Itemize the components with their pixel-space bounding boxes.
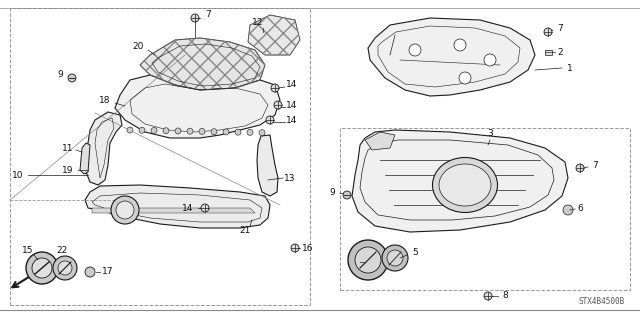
Circle shape — [563, 205, 573, 215]
Circle shape — [266, 116, 274, 124]
Polygon shape — [368, 18, 535, 96]
Text: 7: 7 — [592, 161, 598, 170]
Text: 4: 4 — [350, 259, 356, 268]
Text: 9: 9 — [57, 69, 63, 78]
Circle shape — [247, 129, 253, 135]
Circle shape — [484, 54, 496, 66]
Text: 14: 14 — [286, 100, 298, 109]
Text: 10: 10 — [12, 171, 24, 180]
Circle shape — [223, 129, 229, 135]
Polygon shape — [80, 143, 90, 174]
Circle shape — [271, 84, 279, 92]
Circle shape — [151, 127, 157, 133]
Circle shape — [544, 28, 552, 36]
Polygon shape — [86, 112, 122, 185]
Circle shape — [235, 129, 241, 135]
Text: 11: 11 — [62, 143, 74, 153]
Ellipse shape — [439, 164, 491, 206]
Circle shape — [58, 261, 72, 275]
Polygon shape — [352, 130, 568, 232]
Circle shape — [259, 130, 265, 136]
Circle shape — [111, 196, 139, 224]
Circle shape — [291, 244, 299, 252]
Circle shape — [201, 204, 209, 212]
Circle shape — [211, 129, 217, 135]
Circle shape — [409, 44, 421, 56]
Circle shape — [348, 240, 388, 280]
Text: 17: 17 — [102, 267, 114, 276]
Circle shape — [163, 128, 169, 134]
Text: 7: 7 — [205, 10, 211, 19]
Polygon shape — [85, 185, 270, 228]
Polygon shape — [140, 38, 265, 90]
Text: 7: 7 — [557, 23, 563, 33]
Circle shape — [116, 201, 134, 219]
Text: 1: 1 — [567, 63, 573, 73]
Text: 9: 9 — [329, 188, 335, 196]
Text: 18: 18 — [99, 95, 111, 105]
Text: 22: 22 — [56, 245, 68, 254]
Polygon shape — [365, 132, 395, 150]
Text: 21: 21 — [239, 226, 251, 235]
Polygon shape — [115, 75, 280, 138]
Text: 14: 14 — [286, 79, 298, 89]
Text: STX4B4500B: STX4B4500B — [579, 297, 625, 306]
Circle shape — [175, 128, 181, 134]
Circle shape — [576, 164, 584, 172]
Circle shape — [274, 101, 282, 109]
Text: 20: 20 — [132, 42, 144, 51]
Circle shape — [26, 252, 58, 284]
Circle shape — [484, 292, 492, 300]
Circle shape — [139, 127, 145, 133]
Text: 6: 6 — [577, 204, 583, 212]
Text: 5: 5 — [412, 247, 418, 257]
Circle shape — [343, 191, 351, 199]
Circle shape — [199, 128, 205, 134]
Circle shape — [382, 245, 408, 271]
Text: 16: 16 — [302, 244, 314, 252]
Text: 2: 2 — [557, 47, 563, 57]
Text: 14: 14 — [182, 204, 194, 212]
Circle shape — [454, 39, 466, 51]
Circle shape — [387, 250, 403, 266]
Circle shape — [127, 127, 133, 133]
Polygon shape — [257, 135, 278, 196]
Text: 13: 13 — [284, 173, 296, 182]
Text: 19: 19 — [62, 165, 74, 174]
Text: 8: 8 — [502, 292, 508, 300]
Circle shape — [32, 258, 52, 278]
Circle shape — [53, 256, 77, 280]
Circle shape — [68, 74, 76, 82]
Text: 12: 12 — [252, 18, 264, 27]
Circle shape — [187, 128, 193, 134]
Circle shape — [191, 14, 199, 22]
Text: 15: 15 — [22, 245, 34, 254]
Text: 3: 3 — [487, 129, 493, 138]
Polygon shape — [92, 208, 255, 213]
Polygon shape — [248, 15, 300, 55]
Text: FR.: FR. — [42, 263, 58, 273]
Text: 14: 14 — [286, 116, 298, 124]
Bar — [545, 50, 552, 54]
Ellipse shape — [433, 157, 497, 212]
Circle shape — [459, 72, 471, 84]
Circle shape — [355, 247, 381, 273]
Circle shape — [85, 267, 95, 277]
